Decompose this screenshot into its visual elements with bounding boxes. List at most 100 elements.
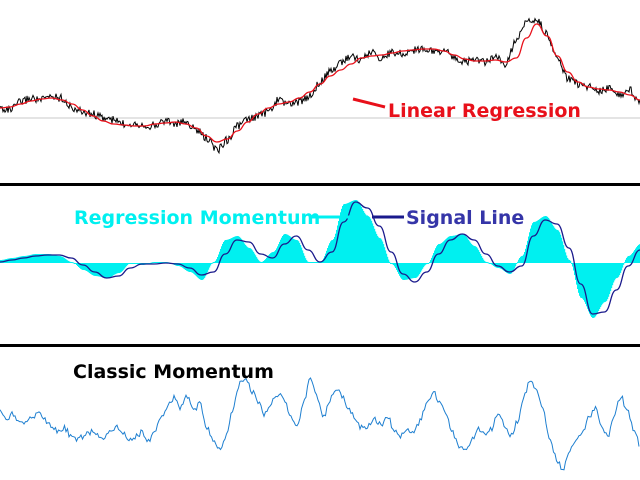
momentum-bar: [292, 238, 294, 263]
momentum-bar: [20, 256, 22, 263]
momentum-bar: [462, 234, 464, 263]
momentum-bar: [341, 208, 343, 263]
momentum-bar: [490, 263, 492, 264]
momentum-bar: [122, 263, 124, 271]
momentum-bar: [487, 262, 489, 264]
momentum-bar: [442, 242, 444, 263]
momentum-bar: [592, 263, 594, 318]
momentum-bar: [479, 252, 481, 263]
momentum-bar: [293, 238, 295, 263]
momentum-bar: [349, 202, 351, 263]
momentum-bar: [431, 257, 433, 263]
momentum-bar: [106, 263, 108, 278]
momentum-bar: [336, 229, 338, 263]
momentum-bar: [80, 263, 82, 269]
momentum-bar: [223, 242, 225, 263]
momentum-bar: [454, 235, 456, 263]
momentum-bar: [532, 223, 534, 263]
momentum-bar: [94, 263, 96, 276]
momentum-bar: [298, 241, 300, 263]
momentum-bar: [134, 263, 136, 264]
momentum-bar: [257, 258, 259, 263]
momentum-bar: [45, 254, 47, 263]
momentum-bar: [605, 263, 607, 302]
momentum-bar: [69, 261, 71, 263]
momentum-bar: [107, 263, 109, 278]
momentum-bar: [44, 254, 46, 263]
momentum-bar: [196, 263, 198, 277]
momentum-bar: [485, 261, 487, 263]
momentum-bar: [265, 259, 267, 263]
momentum-bar: [588, 263, 590, 312]
momentum-bar: [297, 240, 299, 263]
momentum-bar: [279, 241, 281, 263]
momentum-bar: [210, 263, 212, 266]
momentum-bar: [403, 263, 405, 280]
momentum-bar: [524, 252, 526, 263]
momentum-bar: [562, 241, 564, 263]
momentum-bar: [303, 253, 305, 263]
momentum-bar: [469, 241, 471, 263]
linear-regression-label: Linear Regression: [388, 100, 581, 122]
momentum-bar: [62, 256, 64, 263]
momentum-bar: [385, 250, 387, 263]
momentum-bar: [582, 263, 584, 299]
momentum-bar: [553, 226, 555, 263]
momentum-bar: [131, 263, 133, 264]
momentum-bar: [153, 262, 155, 264]
regression-momentum-panel: Regression Momentum Signal Line: [0, 200, 640, 318]
momentum-bar: [416, 263, 418, 278]
momentum-bar: [501, 263, 503, 270]
momentum-bar: [565, 252, 567, 263]
momentum-bar: [99, 263, 101, 277]
momentum-bar: [24, 256, 26, 263]
momentum-bar: [610, 263, 612, 292]
momentum-bar: [404, 263, 406, 280]
momentum-bar: [205, 263, 207, 277]
momentum-bar: [458, 234, 460, 263]
momentum-bar: [47, 254, 49, 263]
momentum-bar: [263, 261, 265, 263]
momentum-bar: [393, 263, 395, 266]
momentum-bar: [489, 263, 491, 264]
momentum-bar: [457, 234, 459, 263]
momentum-bar: [412, 263, 414, 279]
momentum-bar: [246, 246, 248, 263]
momentum-bar: [475, 246, 477, 263]
momentum-bar: [304, 255, 306, 263]
momentum-bar: [352, 200, 354, 263]
momentum-bar: [216, 259, 218, 263]
momentum-bar: [572, 263, 574, 267]
momentum-bar: [187, 263, 189, 272]
momentum-bar: [221, 246, 223, 263]
momentum-bar: [606, 263, 608, 301]
momentum-bar: [373, 226, 375, 263]
momentum-bar: [528, 236, 530, 263]
momentum-bar: [245, 245, 247, 263]
momentum-bar: [191, 263, 193, 273]
momentum-bar: [158, 262, 160, 263]
classic-momentum-panel: Classic Momentum: [0, 361, 640, 471]
momentum-bar: [617, 263, 619, 278]
momentum-bar: [27, 255, 29, 263]
momentum-bar: [36, 254, 38, 263]
regression-momentum-label: Regression Momentum: [74, 207, 320, 229]
momentum-bar: [452, 235, 454, 263]
momentum-bar: [361, 207, 363, 263]
momentum-bar: [516, 263, 518, 264]
momentum-bar: [96, 263, 98, 277]
momentum-bar: [238, 236, 240, 263]
momentum-bar: [234, 236, 236, 263]
momentum-bar: [638, 244, 640, 263]
momentum-bar: [584, 263, 586, 302]
momentum-bar: [405, 263, 407, 280]
momentum-bar: [198, 263, 200, 279]
momentum-bar: [267, 256, 269, 263]
momentum-bar: [133, 263, 135, 264]
momentum-bar: [49, 254, 51, 263]
momentum-bar: [241, 239, 243, 263]
momentum-bar: [543, 216, 545, 263]
momentum-bar: [512, 263, 514, 273]
momentum-bar: [391, 263, 393, 264]
momentum-bar: [417, 263, 419, 277]
